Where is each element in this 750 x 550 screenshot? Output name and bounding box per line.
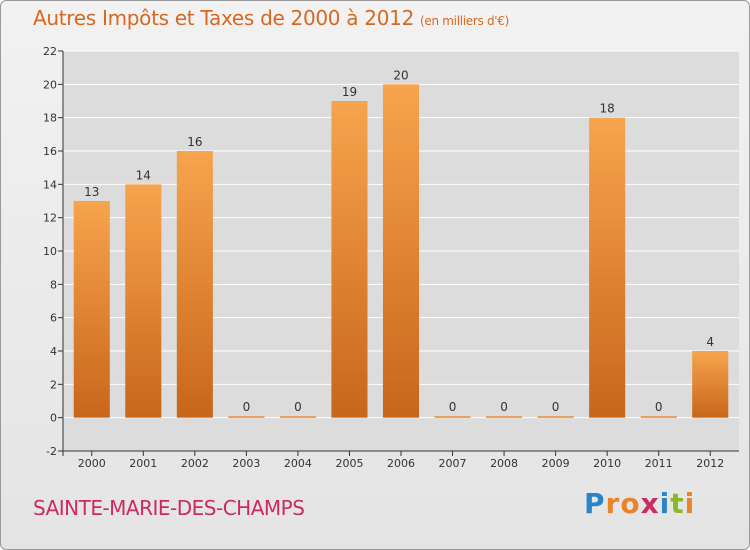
x-tick-label-2006: 2006 [387, 457, 415, 470]
x-tick-labels: 2000 2001 2002 2003 2004 2005 2006 2007 2008 2009… [78, 457, 724, 470]
x-tick-label-2009: 2009 [542, 457, 570, 470]
logo-letter: o [620, 487, 641, 520]
y-tick-label: 14 [43, 178, 57, 191]
bar-2009 [537, 416, 574, 418]
x-tick-label-2012: 2012 [696, 457, 724, 470]
bar-2008 [486, 416, 523, 418]
y-tick-label: 22 [43, 45, 57, 58]
data-label-2000: 13 [84, 185, 99, 199]
bar-2004 [279, 416, 316, 418]
bar-2010 [589, 117, 626, 418]
chart-title-text: Autres Impôts et Taxes de 2000 à 2012 [33, 6, 414, 30]
bar-2000 [73, 201, 110, 418]
data-label-2003: 0 [243, 400, 251, 414]
x-tick-label-2005: 2005 [335, 457, 363, 470]
y-tick-label: 16 [43, 145, 57, 158]
bar-2003 [228, 416, 265, 418]
x-tick-label-2003: 2003 [232, 457, 260, 470]
data-label-2005: 19 [342, 85, 357, 99]
y-tick-label: 2 [50, 378, 57, 391]
bar-2002 [176, 151, 213, 418]
y-tick-label: 8 [50, 278, 57, 291]
y-tick-label: 18 [43, 112, 57, 125]
bar-2012 [692, 351, 729, 418]
x-tick-label-2008: 2008 [490, 457, 518, 470]
y-tick-label: 12 [43, 212, 57, 225]
data-label-2007: 0 [449, 400, 457, 414]
y-tick-label: 4 [50, 345, 57, 358]
data-label-2004: 0 [294, 400, 302, 414]
bar-2001 [125, 184, 162, 418]
data-label-2010: 18 [600, 102, 615, 116]
logo-letter: r [605, 487, 621, 520]
y-tick-label: -2 [46, 445, 57, 458]
logo-letter: P [584, 487, 606, 520]
data-labels: 13 14 16 0 0 19 20 0 0 0 18 0 4 [84, 68, 714, 414]
x-tick-label-2002: 2002 [181, 457, 209, 470]
x-tick-label-2000: 2000 [78, 457, 106, 470]
bar-2005 [331, 101, 368, 418]
logo-letter: i [659, 487, 671, 520]
data-label-2002: 16 [187, 135, 202, 149]
proxiti-logo: Proxiti [584, 487, 695, 520]
y-tick-labels: -2 0 2 4 6 8 10 12 14 16 18 20 22 [43, 45, 57, 458]
logo-letter: t [670, 487, 685, 520]
x-tick-label-2010: 2010 [593, 457, 621, 470]
data-label-2008: 0 [500, 400, 508, 414]
x-tick-label-2001: 2001 [129, 457, 157, 470]
bar-2006 [382, 84, 420, 418]
data-label-2001: 14 [136, 168, 151, 182]
x-tick-label-2011: 2011 [645, 457, 673, 470]
data-label-2009: 0 [552, 400, 560, 414]
data-label-2012: 4 [706, 335, 714, 349]
x-tick-label-2004: 2004 [284, 457, 312, 470]
chart-title: Autres Impôts et Taxes de 2000 à 2012 (en… [33, 6, 509, 30]
x-tick-label-2007: 2007 [439, 457, 467, 470]
y-tick-label: 20 [43, 78, 57, 91]
y-tick-label: 6 [50, 312, 57, 325]
commune-name: SAINTE-MARIE-DES-CHAMPS [33, 496, 305, 520]
bars [73, 84, 729, 418]
data-label-2011: 0 [655, 400, 663, 414]
data-label-2006: 20 [393, 68, 408, 82]
unit-label: (en milliers d'€) [420, 14, 510, 28]
bar-2007 [434, 416, 471, 418]
logo-letter: i [684, 487, 696, 520]
bar-2011 [640, 416, 677, 418]
y-tick-label: 0 [50, 412, 57, 425]
axes [58, 50, 739, 456]
y-tick-label: 10 [43, 245, 57, 258]
logo-letter: x [640, 487, 660, 520]
